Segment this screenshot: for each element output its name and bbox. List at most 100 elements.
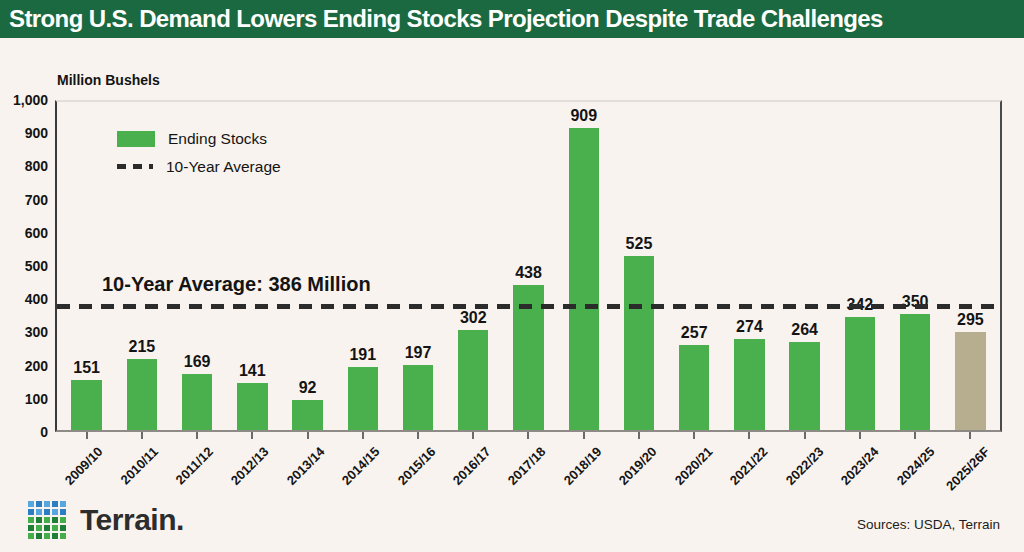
bar-2013/14 (292, 400, 322, 431)
bar-2009/10 (71, 380, 101, 430)
x-axis-label-2018/19: 2018/19 (561, 444, 605, 488)
logo-grid-cell (44, 525, 50, 531)
x-axis-label-2019/20: 2019/20 (616, 444, 660, 488)
x-label-slot: 2025/26F (945, 434, 1000, 498)
logo-grid-cell (52, 501, 58, 507)
dashed-line-swatch-icon (117, 164, 153, 169)
y-tick-label-100: 100 (0, 390, 48, 408)
x-label-slot: 2016/17 (445, 434, 500, 498)
x-axis-label-2016/17: 2016/17 (450, 444, 494, 488)
x-tick-mark (141, 432, 143, 439)
bar-value-label-2022/23: 264 (791, 321, 818, 339)
x-label-slot: 2020/21 (667, 434, 722, 498)
bar-slot-2025/26F: 295 (943, 102, 998, 430)
x-axis-label-2021/22: 2021/22 (727, 444, 771, 488)
x-label-slot: 2019/20 (612, 434, 667, 498)
bar-slot-2022/23: 264 (777, 102, 832, 430)
bar-2021/22 (734, 339, 764, 430)
x-axis-label-2023/24: 2023/24 (838, 444, 882, 488)
x-label-slot: 2023/24 (834, 434, 889, 498)
y-tick-label-0: 0 (0, 423, 48, 441)
logo-grid-cell (52, 525, 58, 531)
x-label-slot: 2013/14 (279, 434, 334, 498)
y-tick-label-1000: 1,000 (0, 91, 48, 109)
legend-item-ending-stocks: Ending Stocks (117, 130, 281, 147)
x-tick-mark (527, 432, 529, 439)
x-tick-mark (251, 432, 253, 439)
y-tick-label-600: 600 (0, 224, 48, 242)
x-axis-label-2022/23: 2022/23 (783, 444, 827, 488)
legend: Ending Stocks 10-Year Average (117, 130, 281, 175)
x-axis-label-2015/16: 2015/16 (394, 444, 438, 488)
bar-value-label-2012/13: 141 (239, 362, 266, 380)
x-axis-label-2025/26F: 2025/26F (943, 444, 992, 493)
logo-grid-cell (28, 517, 34, 523)
x-label-slot: 2011/12 (168, 434, 223, 498)
logo-grid-cell (36, 525, 42, 531)
header-bar: Strong U.S. Demand Lowers Ending Stocks … (0, 0, 1024, 38)
x-tick-mark (969, 432, 971, 439)
logo-grid-cell (52, 517, 58, 523)
x-axis-labels: 2009/102010/112011/122012/132013/142014/… (55, 434, 1002, 498)
x-axis-label-2012/13: 2012/13 (228, 444, 272, 488)
bar-value-label-2009/10: 151 (73, 359, 100, 377)
x-label-slot: 2009/10 (57, 434, 112, 498)
y-tick-label-700: 700 (0, 191, 48, 209)
logo-grid-cell (52, 533, 58, 539)
logo-grid-cell (36, 517, 42, 523)
bar-2010/11 (127, 359, 157, 430)
y-axis-title: Million Bushels (57, 72, 160, 88)
logo-grid-cell (28, 533, 34, 539)
bar-slot-2016/17: 302 (446, 102, 501, 430)
bar-2019/20 (624, 256, 654, 430)
terrain-wordmark: Terrain. (80, 500, 184, 540)
bar-2012/13 (237, 383, 267, 430)
bar-value-label-2025/26F: 295 (957, 311, 984, 329)
bar-value-label-2020/21: 257 (681, 324, 708, 342)
bar-2016/17 (458, 330, 488, 430)
bar-2023/24 (845, 317, 875, 431)
x-label-slot: 2017/18 (501, 434, 556, 498)
y-tick-label-500: 500 (0, 257, 48, 275)
bar-2020/21 (679, 345, 709, 430)
green-bar-swatch-icon (117, 131, 155, 147)
bar-value-label-2011/12: 169 (184, 353, 211, 371)
bar-slot-2021/22: 274 (722, 102, 777, 430)
bar-2024/25 (900, 314, 930, 430)
logo-grid-cell (28, 525, 34, 531)
x-axis-label-2011/12: 2011/12 (173, 444, 216, 487)
logo-grid-cell (44, 517, 50, 523)
y-tick-label-800: 800 (0, 157, 48, 175)
x-tick-mark (362, 432, 364, 439)
x-tick-mark (748, 432, 750, 439)
y-tick-label-300: 300 (0, 323, 48, 341)
x-tick-mark (859, 432, 861, 439)
x-label-slot: 2010/11 (112, 434, 167, 498)
logo-grid-cell (44, 533, 50, 539)
bar-slot-2015/16: 197 (390, 102, 445, 430)
y-tick-label-400: 400 (0, 290, 48, 308)
bar-2018/19 (569, 128, 599, 430)
x-tick-mark (638, 432, 640, 439)
bar-slot-2009/10: 151 (59, 102, 114, 430)
logo-grid-cell (60, 501, 66, 507)
page-title: Strong U.S. Demand Lowers Ending Stocks … (0, 5, 883, 33)
average-annotation: 10-Year Average: 386 Million (102, 273, 371, 296)
x-tick-mark (307, 432, 309, 439)
x-axis-label-2009/10: 2009/10 (62, 444, 106, 488)
x-tick-mark (196, 432, 198, 439)
bar-slot-2013/14: 92 (280, 102, 335, 430)
footer: Terrain. Sources: USDA, Terrain (0, 495, 1024, 552)
x-tick-mark (417, 432, 419, 439)
bar-value-label-2017/18: 438 (515, 264, 542, 282)
bar-2015/16 (403, 365, 433, 430)
bar-2011/12 (182, 374, 212, 430)
chart-plot-area: Ending Stocks 10-Year Average 10-Year Av… (55, 100, 1002, 432)
x-axis-label-2020/21: 2020/21 (672, 444, 716, 488)
logo-grid-cell (36, 501, 42, 507)
logo-grid-cell (36, 509, 42, 515)
x-axis-label-2013/14: 2013/14 (283, 444, 327, 488)
bar-2014/15 (348, 367, 378, 430)
logo-grid-cell (60, 517, 66, 523)
legend-label-ending-stocks: Ending Stocks (168, 130, 267, 148)
